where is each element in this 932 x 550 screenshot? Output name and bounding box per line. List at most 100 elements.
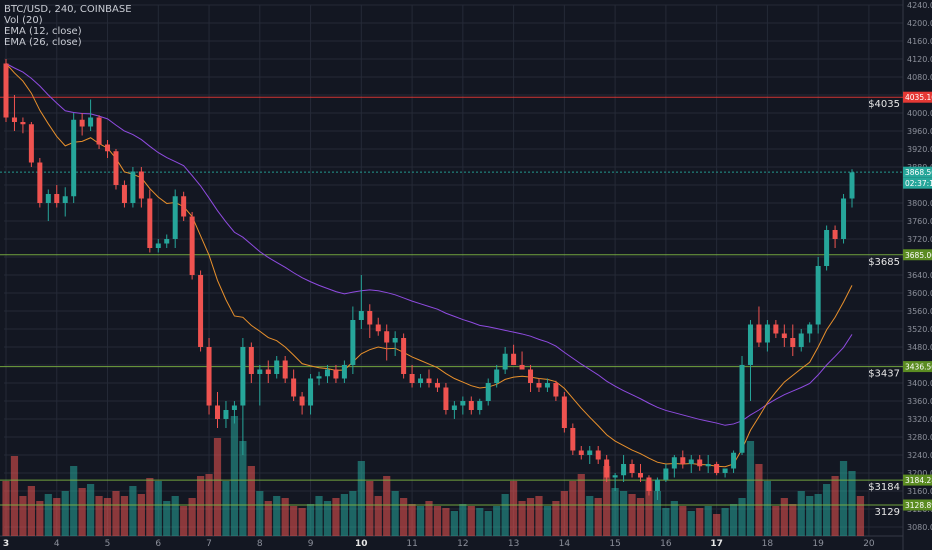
candle-body[interactable] xyxy=(324,369,330,377)
legend-symbol[interactable]: BTC/USD, 240, COINBASE xyxy=(4,4,132,15)
candle-body[interactable] xyxy=(451,405,457,411)
candle-body[interactable] xyxy=(781,333,787,339)
candle-body[interactable] xyxy=(553,383,559,397)
candle-body[interactable] xyxy=(291,378,297,397)
candle-body[interactable] xyxy=(688,459,694,465)
candle-body[interactable] xyxy=(485,383,491,401)
candle-body[interactable] xyxy=(654,479,660,491)
candle-body[interactable] xyxy=(79,119,85,127)
candle-body[interactable] xyxy=(477,401,483,410)
candle-body[interactable] xyxy=(316,376,322,379)
candle-body[interactable] xyxy=(206,347,212,406)
candle-body[interactable] xyxy=(663,468,669,480)
candle-body[interactable] xyxy=(172,196,178,239)
candle-body[interactable] xyxy=(45,194,51,203)
candle-body[interactable] xyxy=(308,378,314,406)
candle-body[interactable] xyxy=(215,405,220,420)
candle-body[interactable] xyxy=(739,365,745,453)
candle-body[interactable] xyxy=(587,450,593,456)
candle-body[interactable] xyxy=(629,464,635,473)
candle-body[interactable] xyxy=(824,230,830,266)
candle-body[interactable] xyxy=(621,464,627,476)
candle-body[interactable] xyxy=(3,63,9,118)
candle-body[interactable] xyxy=(773,324,779,334)
candle-body[interactable] xyxy=(189,216,195,276)
candle-body[interactable] xyxy=(96,117,102,145)
candle-body[interactable] xyxy=(714,464,720,473)
candle-body[interactable] xyxy=(536,383,542,388)
candle-body[interactable] xyxy=(257,369,263,375)
candle-body[interactable] xyxy=(265,369,271,375)
candle-body[interactable] xyxy=(604,459,610,478)
candle-body[interactable] xyxy=(468,401,474,410)
candle-body[interactable] xyxy=(231,405,237,411)
candle-body[interactable] xyxy=(409,374,415,383)
candle-body[interactable] xyxy=(756,324,762,343)
legend-ema26[interactable]: EMA (26, close) xyxy=(4,37,82,48)
candle-body[interactable] xyxy=(849,172,855,199)
candle-body[interactable] xyxy=(384,331,390,343)
candle-body[interactable] xyxy=(282,360,288,379)
candle-body[interactable] xyxy=(790,338,796,347)
candle-body[interactable] xyxy=(71,119,77,197)
candle-body[interactable] xyxy=(680,457,686,464)
candle-body[interactable] xyxy=(375,324,381,332)
candle-body[interactable] xyxy=(130,171,136,204)
legend-volume[interactable]: Vol (20) xyxy=(4,15,43,26)
candle-body[interactable] xyxy=(105,144,111,152)
candle-body[interactable] xyxy=(88,117,94,127)
candle-body[interactable] xyxy=(147,198,153,249)
candle-body[interactable] xyxy=(841,198,847,240)
candle-body[interactable] xyxy=(11,117,17,123)
candle-body[interactable] xyxy=(544,383,550,388)
candle-body[interactable] xyxy=(747,324,753,366)
candle-body[interactable] xyxy=(113,151,119,185)
candle-body[interactable] xyxy=(333,369,339,379)
candle-body[interactable] xyxy=(595,450,601,460)
candle-body[interactable] xyxy=(37,162,43,204)
candle-body[interactable] xyxy=(764,324,770,343)
candle-body[interactable] xyxy=(519,365,525,370)
candle-body[interactable] xyxy=(638,473,643,478)
candle-body[interactable] xyxy=(20,122,26,125)
candle-body[interactable] xyxy=(138,171,144,199)
candle-body[interactable] xyxy=(460,401,466,406)
candle-body[interactable] xyxy=(155,243,161,249)
candle-body[interactable] xyxy=(248,347,254,374)
candle-body[interactable] xyxy=(198,275,204,347)
candle-body[interactable] xyxy=(341,365,347,379)
candle-body[interactable] xyxy=(426,378,432,384)
candle-body[interactable] xyxy=(722,468,728,474)
candle-body[interactable] xyxy=(561,396,567,429)
candle-body[interactable] xyxy=(494,369,500,384)
candle-body[interactable] xyxy=(807,324,813,334)
candle-body[interactable] xyxy=(502,353,508,370)
candle-body[interactable] xyxy=(299,396,305,406)
legend-ema12[interactable]: EMA (12, close) xyxy=(4,26,82,37)
candle-body[interactable] xyxy=(401,338,407,374)
candle-body[interactable] xyxy=(367,311,373,325)
candle-body[interactable] xyxy=(798,333,804,348)
candle-body[interactable] xyxy=(418,378,424,384)
candle-body[interactable] xyxy=(832,230,838,239)
candle-body[interactable] xyxy=(570,428,576,451)
candle-body[interactable] xyxy=(164,239,170,244)
candle-body[interactable] xyxy=(350,320,356,365)
candle-body[interactable] xyxy=(434,383,440,388)
candle-body[interactable] xyxy=(274,360,280,375)
candle-body[interactable] xyxy=(697,459,703,467)
candle-body[interactable] xyxy=(240,347,246,406)
candle-body[interactable] xyxy=(578,450,584,456)
candle-body[interactable] xyxy=(358,311,364,320)
candle-body[interactable] xyxy=(815,266,821,325)
candle-body[interactable] xyxy=(731,452,737,469)
candle-body[interactable] xyxy=(181,196,187,217)
candle-body[interactable] xyxy=(54,194,60,203)
candle-body[interactable] xyxy=(62,196,68,203)
candle-body[interactable] xyxy=(28,124,34,163)
candle-body[interactable] xyxy=(646,477,652,492)
candle-body[interactable] xyxy=(612,475,618,478)
candle-body[interactable] xyxy=(443,387,449,411)
